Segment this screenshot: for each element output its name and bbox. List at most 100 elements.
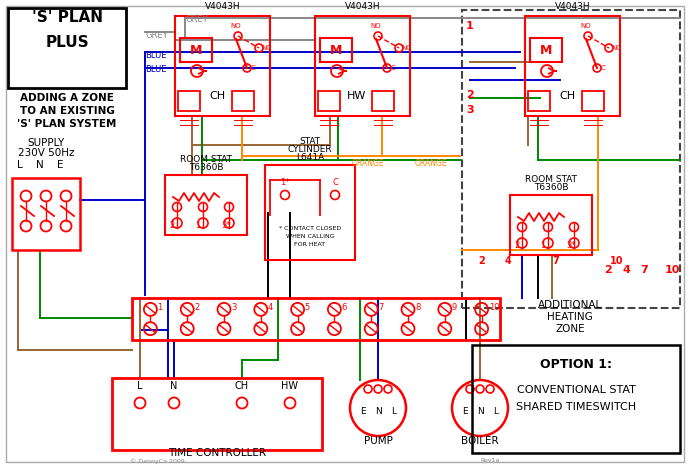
Text: L: L xyxy=(17,160,23,170)
Bar xyxy=(320,38,352,62)
Text: ADDING A ZONE: ADDING A ZONE xyxy=(20,93,114,103)
Text: ROOM STAT: ROOM STAT xyxy=(525,175,577,184)
Bar xyxy=(165,175,247,235)
Text: E: E xyxy=(462,407,467,416)
Text: ZONE VALVE: ZONE VALVE xyxy=(544,0,600,2)
Text: CYLINDER: CYLINDER xyxy=(288,145,333,154)
Text: 1: 1 xyxy=(157,303,163,312)
Text: L: L xyxy=(391,407,396,416)
Text: ADDITIONAL: ADDITIONAL xyxy=(538,300,602,310)
Text: SUPPLY: SUPPLY xyxy=(28,138,65,148)
Text: NC: NC xyxy=(401,45,411,51)
Text: 10: 10 xyxy=(664,265,680,275)
Text: PLUS: PLUS xyxy=(45,35,89,50)
Text: V4043H: V4043H xyxy=(205,2,240,11)
Bar xyxy=(525,16,620,116)
Text: NO: NO xyxy=(581,23,591,29)
Text: CONVENTIONAL STAT: CONVENTIONAL STAT xyxy=(517,385,635,395)
Text: 4: 4 xyxy=(622,265,630,275)
Text: GREY: GREY xyxy=(145,30,168,39)
Text: CH: CH xyxy=(559,91,575,101)
Text: STAT: STAT xyxy=(299,137,321,146)
Bar xyxy=(232,91,254,111)
Text: L641A: L641A xyxy=(296,153,324,162)
Text: ORANGE: ORANGE xyxy=(352,159,384,168)
Text: N: N xyxy=(477,407,484,416)
Text: ORANGE: ORANGE xyxy=(415,159,448,168)
Bar xyxy=(132,298,500,340)
Text: TIME CONTROLLER: TIME CONTROLLER xyxy=(168,448,266,458)
Bar xyxy=(530,38,562,62)
Text: CH: CH xyxy=(209,91,225,101)
Text: T6360B: T6360B xyxy=(534,183,569,192)
Text: BLUE: BLUE xyxy=(145,66,166,74)
Text: NO: NO xyxy=(230,23,241,29)
Text: 9: 9 xyxy=(452,303,457,312)
Text: 2: 2 xyxy=(514,241,520,250)
Bar xyxy=(318,91,340,111)
Text: HW: HW xyxy=(347,91,366,101)
Text: 2: 2 xyxy=(466,90,474,100)
Bar xyxy=(112,378,322,450)
Text: C: C xyxy=(251,65,256,71)
Text: 230V 50Hz: 230V 50Hz xyxy=(18,148,75,158)
Text: V4043H: V4043H xyxy=(345,2,380,11)
Bar xyxy=(582,91,604,111)
Text: 'S' PLAN SYSTEM: 'S' PLAN SYSTEM xyxy=(17,119,117,129)
Text: N: N xyxy=(36,160,44,170)
Bar xyxy=(510,195,592,255)
Text: © DannyCo 2009: © DannyCo 2009 xyxy=(130,458,185,464)
Text: C: C xyxy=(391,65,396,71)
Text: WHEN CALLING: WHEN CALLING xyxy=(286,234,335,239)
Text: 8: 8 xyxy=(415,303,420,312)
Text: V4043H: V4043H xyxy=(555,2,591,11)
Text: 4: 4 xyxy=(268,303,273,312)
Text: 1*: 1* xyxy=(280,178,290,187)
Bar xyxy=(462,10,680,308)
Text: L: L xyxy=(137,381,143,391)
Text: 1: 1 xyxy=(540,241,545,250)
Text: CH: CH xyxy=(235,381,249,391)
Text: 2: 2 xyxy=(194,303,199,312)
Bar xyxy=(472,345,680,453)
Text: E: E xyxy=(359,407,366,416)
Text: BLUE: BLUE xyxy=(145,51,166,59)
Text: * CONTACT CLOSED: * CONTACT CLOSED xyxy=(279,226,341,231)
Text: N: N xyxy=(375,407,382,416)
Bar xyxy=(8,8,126,88)
Text: 2: 2 xyxy=(604,265,612,275)
Text: NC: NC xyxy=(261,45,271,51)
Text: HEATING: HEATING xyxy=(547,312,593,322)
Bar xyxy=(372,91,394,111)
Text: 2: 2 xyxy=(169,221,175,231)
Text: Rev1a: Rev1a xyxy=(480,459,500,463)
Text: ZONE VALVE: ZONE VALVE xyxy=(335,0,391,2)
Text: C: C xyxy=(601,65,606,71)
Text: 1: 1 xyxy=(195,221,200,231)
Bar xyxy=(175,16,270,116)
Text: 10: 10 xyxy=(489,303,499,312)
Text: FOR HEAT: FOR HEAT xyxy=(295,242,326,247)
Text: 10: 10 xyxy=(610,256,624,266)
Text: 3*: 3* xyxy=(221,221,230,231)
Text: GREY: GREY xyxy=(185,15,208,24)
Bar xyxy=(178,91,200,111)
Text: M: M xyxy=(190,44,202,57)
Bar xyxy=(265,165,355,260)
Bar xyxy=(528,91,550,111)
Bar xyxy=(180,38,212,62)
Text: 3: 3 xyxy=(231,303,237,312)
Text: C: C xyxy=(332,178,338,187)
Text: BOILER: BOILER xyxy=(461,436,499,446)
Text: 4: 4 xyxy=(504,256,511,266)
Text: 6: 6 xyxy=(342,303,347,312)
Text: PUMP: PUMP xyxy=(364,436,393,446)
Text: NC: NC xyxy=(611,45,621,51)
Text: 2: 2 xyxy=(479,256,485,266)
Text: T6360B: T6360B xyxy=(189,163,224,172)
Text: OPTION 1:: OPTION 1: xyxy=(540,358,612,372)
Text: N: N xyxy=(170,381,178,391)
Text: 7: 7 xyxy=(640,265,648,275)
Bar xyxy=(315,16,410,116)
Text: SHARED TIMESWITCH: SHARED TIMESWITCH xyxy=(516,402,636,412)
